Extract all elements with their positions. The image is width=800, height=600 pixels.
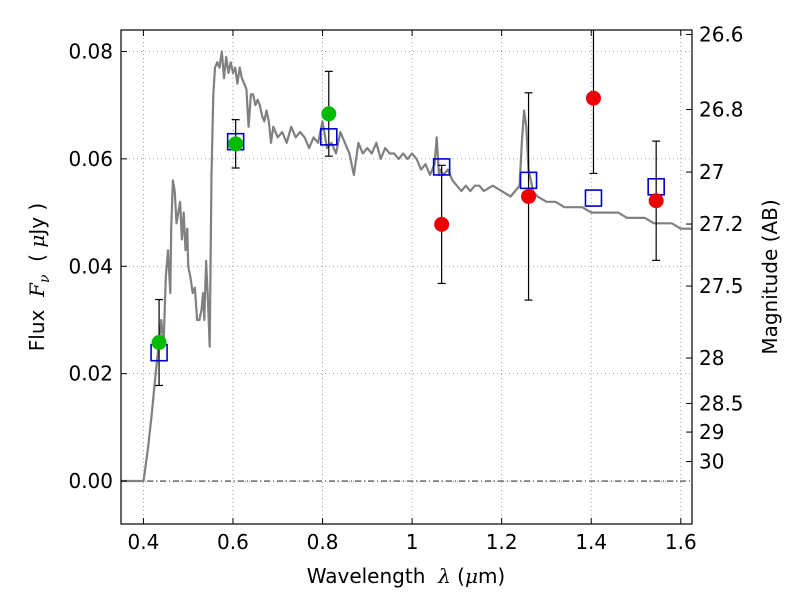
model-spectrum	[121, 50, 692, 483]
y-tick-label: 0.04	[68, 254, 113, 278]
data-markers	[150, 90, 665, 362]
y-axis-label: Flux Fν ( μJy )	[25, 203, 53, 351]
observed-flux-point	[321, 106, 337, 122]
model-spectrum-line	[121, 50, 692, 483]
x-axis-label: Wavelength λ (μm)	[307, 564, 506, 588]
y-tick-label: 0.06	[68, 147, 113, 171]
model-photometry-square	[319, 128, 338, 146]
axis-ticks: 0.4 0.6 0.8 1 1.2 1.4 1.6 0.00 0.02 0.04 0.06 0.08 2…	[68, 22, 743, 554]
x-tick-label: 1	[406, 530, 419, 554]
y2-tick-label: 26.8	[699, 98, 744, 122]
model-photometry-square	[432, 158, 451, 176]
x-tick-label: 1.4	[575, 530, 607, 554]
observed-flux-point	[228, 136, 244, 152]
y2-tick-label: 27.5	[699, 274, 744, 298]
model-photometry-square	[584, 189, 603, 207]
y2-tick-label: 30	[699, 450, 724, 474]
y-tick-label: 0.08	[68, 39, 113, 63]
y2-tick-label: 27	[699, 160, 724, 184]
observed-flux-point	[151, 335, 167, 351]
plot-area	[121, 30, 692, 524]
model-photometry-square	[519, 171, 538, 190]
x-tick-label: 1.2	[486, 530, 518, 554]
y2-tick-label: 29	[699, 420, 724, 444]
y2-tick-label: 28	[699, 346, 724, 370]
y2-tick-label: 27.2	[699, 212, 744, 236]
y-tick-label: 0.02	[68, 362, 113, 386]
x-tick-label: 0.8	[307, 530, 339, 554]
observed-flux-point	[521, 188, 537, 204]
observed-flux-point	[585, 90, 601, 106]
y-tick-label: 0.00	[68, 469, 113, 493]
x-tick-label: 0.6	[217, 530, 249, 554]
x-tick-label: 0.4	[127, 530, 159, 554]
y2-axis-label: Magnitude (AB)	[758, 199, 782, 354]
y2-tick-label: 28.5	[699, 391, 744, 415]
observed-flux-point	[434, 216, 450, 232]
observed-flux-point	[648, 193, 664, 209]
plot-frame	[120, 29, 693, 525]
y2-tick-label: 26.6	[699, 22, 744, 46]
x-tick-label: 1.6	[665, 530, 697, 554]
